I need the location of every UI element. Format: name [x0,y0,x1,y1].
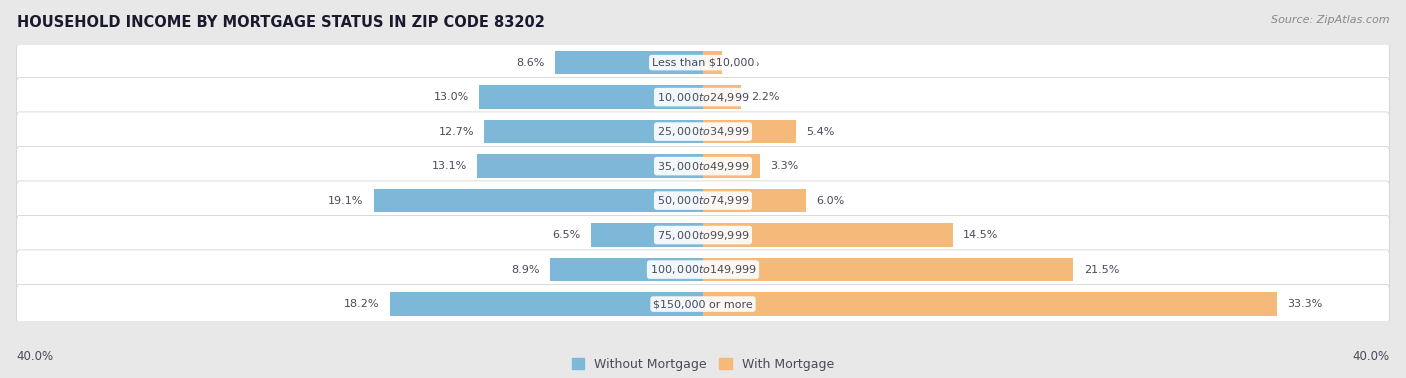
FancyBboxPatch shape [17,215,1389,255]
Text: 6.0%: 6.0% [817,195,845,206]
Bar [484,120,703,143]
Text: 14.5%: 14.5% [963,230,998,240]
Bar [374,189,703,212]
FancyBboxPatch shape [17,250,1389,289]
Text: 12.7%: 12.7% [439,127,474,136]
Bar [703,120,796,143]
FancyBboxPatch shape [17,284,1389,324]
Text: 6.5%: 6.5% [553,230,581,240]
Text: $10,000 to $24,999: $10,000 to $24,999 [657,91,749,104]
FancyBboxPatch shape [17,181,1389,220]
FancyBboxPatch shape [17,43,1389,82]
Text: 40.0%: 40.0% [1353,350,1389,363]
Bar [591,223,703,247]
Bar [703,85,741,109]
Text: $75,000 to $99,999: $75,000 to $99,999 [657,229,749,242]
Text: 2.2%: 2.2% [751,92,780,102]
Text: 8.6%: 8.6% [516,57,544,68]
Bar [703,292,1277,316]
Bar [703,51,721,74]
Text: $25,000 to $34,999: $25,000 to $34,999 [657,125,749,138]
Text: 1.1%: 1.1% [733,57,761,68]
Text: $100,000 to $149,999: $100,000 to $149,999 [650,263,756,276]
Bar [479,85,703,109]
Text: $150,000 or more: $150,000 or more [654,299,752,309]
Text: Less than $10,000: Less than $10,000 [652,57,754,68]
Text: 13.1%: 13.1% [432,161,467,171]
Text: Source: ZipAtlas.com: Source: ZipAtlas.com [1271,15,1389,25]
Text: 18.2%: 18.2% [343,299,380,309]
Text: 8.9%: 8.9% [510,265,540,274]
Text: 19.1%: 19.1% [329,195,364,206]
Text: 33.3%: 33.3% [1286,299,1322,309]
Text: HOUSEHOLD INCOME BY MORTGAGE STATUS IN ZIP CODE 83202: HOUSEHOLD INCOME BY MORTGAGE STATUS IN Z… [17,15,544,30]
Text: 13.0%: 13.0% [433,92,468,102]
Bar [550,258,703,281]
FancyBboxPatch shape [17,146,1389,186]
Legend: Without Mortgage, With Mortgage: Without Mortgage, With Mortgage [567,353,839,376]
FancyBboxPatch shape [17,77,1389,117]
Text: 40.0%: 40.0% [17,350,53,363]
Text: 3.3%: 3.3% [770,161,799,171]
Text: 21.5%: 21.5% [1084,265,1119,274]
Text: $50,000 to $74,999: $50,000 to $74,999 [657,194,749,207]
Text: 5.4%: 5.4% [807,127,835,136]
Bar [703,258,1073,281]
Bar [703,189,807,212]
Bar [478,154,703,178]
FancyBboxPatch shape [17,112,1389,151]
Text: $35,000 to $49,999: $35,000 to $49,999 [657,160,749,173]
Bar [389,292,703,316]
Bar [703,154,759,178]
Bar [555,51,703,74]
Bar [703,223,953,247]
